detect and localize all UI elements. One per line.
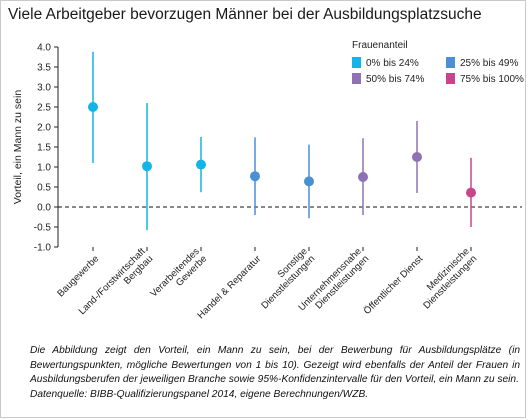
y-tick-label: -0.5	[34, 223, 52, 234]
data-point	[88, 102, 98, 112]
y-axis-label: Vorteil, ein Mann zu sein	[12, 90, 24, 205]
data-point	[250, 171, 260, 182]
legend-swatch	[352, 73, 361, 84]
y-tick-label: 3.5	[37, 63, 51, 74]
legend-label: 75% bis 100%	[460, 74, 524, 85]
data-point	[304, 176, 314, 187]
source-note: Datenquelle: BIBB-Qualifizierungspanel 2…	[30, 388, 369, 400]
data-point	[142, 161, 152, 172]
data-point	[196, 159, 206, 170]
y-tick-label: 1.0	[37, 163, 51, 174]
legend-title: Frauenanteil	[352, 40, 408, 51]
y-tick-label: 0.0	[37, 203, 51, 214]
y-tick-label: 3.0	[37, 83, 51, 94]
legend-label: 50% bis 74%	[366, 74, 424, 85]
chart-title: Viele Arbeitgeber bevorzugen Männer bei …	[8, 6, 482, 23]
x-category-label: Öffentlicher Dienst	[362, 253, 426, 317]
x-category-label: VerarbeitendesGewerbe	[148, 246, 209, 307]
y-tick-label: 0.5	[37, 183, 51, 194]
legend-swatch	[446, 57, 455, 68]
chart-svg: -1.0 -0.5 0.0 0.5 1.0 1.5 2.0 2.5 3.0 3.5 4.0 Vorte…	[12, 40, 524, 321]
legend-swatch	[446, 73, 455, 84]
x-category-label-line: Land-/Forstwirtschaft	[77, 246, 148, 317]
y-tick-label: 2.5	[37, 103, 51, 114]
data-point	[412, 152, 422, 162]
y-tick-label: 1.5	[37, 143, 51, 154]
legend-swatch	[352, 57, 361, 68]
legend-label: 25% bis 49%	[460, 58, 518, 69]
legend-label: 0% bis 24%	[366, 58, 419, 69]
y-tick-label: 2.0	[37, 123, 51, 134]
x-category-label: MedizinischeDienstleistungen	[414, 246, 479, 311]
figure-caption: Die Abbildung zeigt den Vorteil, ein Man…	[30, 344, 520, 402]
x-category-label-line: Öffentlicher Dienst	[362, 253, 426, 317]
data-point	[358, 172, 368, 182]
caption-text: Die Abbildung zeigt den Vorteil, ein Man…	[30, 345, 520, 386]
y-tick-label: 4.0	[37, 43, 51, 54]
data-point	[466, 187, 476, 198]
y-tick-label: -1.0	[34, 243, 52, 254]
